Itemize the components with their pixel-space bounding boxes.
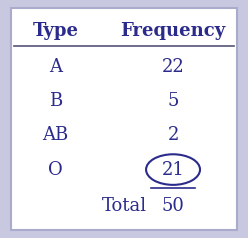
Text: 2: 2 <box>167 126 179 144</box>
Text: Total: Total <box>101 197 147 215</box>
Text: AB: AB <box>42 126 68 144</box>
FancyBboxPatch shape <box>11 8 237 230</box>
Text: 22: 22 <box>162 58 185 76</box>
Text: O: O <box>48 161 63 178</box>
Text: 50: 50 <box>162 197 185 215</box>
Text: 5: 5 <box>167 92 179 110</box>
Text: 21: 21 <box>162 161 185 178</box>
Text: Frequency: Frequency <box>121 22 226 40</box>
Text: B: B <box>49 92 62 110</box>
Text: Type: Type <box>32 22 78 40</box>
Text: A: A <box>49 58 62 76</box>
